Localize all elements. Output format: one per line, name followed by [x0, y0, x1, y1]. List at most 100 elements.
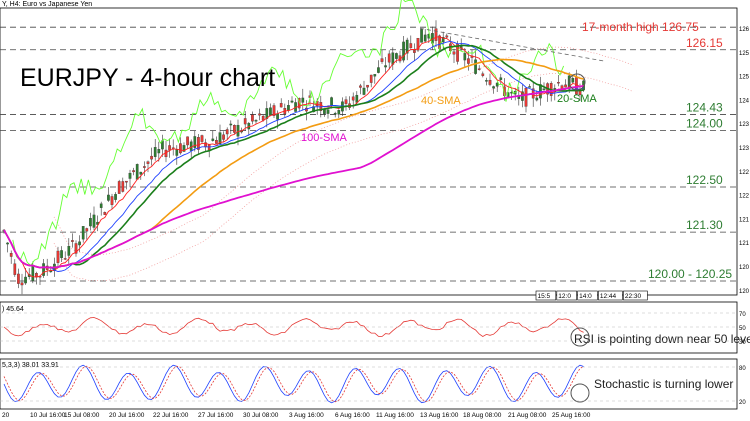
- candle-body: [362, 87, 366, 95]
- cloud-upper: [53, 46, 634, 255]
- sma100-label: 100-SMA: [301, 132, 348, 144]
- candle-body: [333, 112, 337, 115]
- level-label: 124.43: [686, 100, 723, 114]
- x-tick-label: 20 Jul 16:00: [109, 412, 145, 419]
- candle-body: [107, 194, 110, 201]
- rsi-highlight-circle: [570, 327, 590, 347]
- rsi-tick-label: 50: [739, 326, 746, 332]
- level-label: 126.15: [686, 36, 723, 50]
- candle-body: [359, 85, 362, 88]
- time-box-label: 12:44: [600, 293, 617, 300]
- tenkan-line: [3, 36, 584, 278]
- candle-body: [114, 194, 117, 200]
- candle-body: [225, 129, 229, 135]
- candle-body: [326, 109, 330, 114]
- candle-body: [380, 58, 384, 62]
- rsi-note: RSI is pointing down near 50 level: [574, 332, 750, 346]
- candle-body: [74, 243, 78, 254]
- y-tick-label: 126: [739, 27, 750, 33]
- candle-body: [323, 109, 326, 114]
- x-tick-label: 20: [2, 412, 10, 419]
- sma40-label: 40-SMA: [421, 95, 461, 107]
- candle-body: [189, 141, 193, 151]
- x-tick-label: 3 Aug 16:00: [289, 412, 324, 419]
- candle-body: [287, 105, 290, 111]
- y-tick-label: 123: [739, 122, 750, 128]
- candle-body: [110, 196, 114, 205]
- level-label: 124.00: [686, 117, 723, 131]
- sma20-line: [3, 44, 584, 269]
- x-tick-label: 30 Jul 08:00: [243, 412, 279, 419]
- time-box-label: 22:30: [625, 293, 642, 300]
- time-box: [598, 290, 623, 301]
- candle-body: [405, 39, 409, 54]
- candle-body: [139, 171, 143, 175]
- x-tick-label: 13 Aug 16:00: [420, 412, 459, 419]
- x-tick-label: 27 Jul 16:00: [198, 412, 234, 419]
- stoch-tick-label: 80: [739, 366, 746, 372]
- candle-body: [233, 125, 236, 133]
- time-box: [556, 290, 577, 301]
- y-tick-label: 120: [739, 265, 750, 271]
- candle-body: [81, 226, 85, 240]
- rsi-tick-label: 70: [739, 312, 746, 318]
- stoch-panel-frame: [0, 358, 738, 410]
- candle-body: [146, 161, 150, 164]
- candle-body: [441, 37, 445, 43]
- level-label: 121.30: [686, 218, 723, 232]
- candle-body: [474, 59, 477, 74]
- candle-body: [63, 258, 67, 260]
- cloud-lower: [53, 73, 634, 282]
- x-tick-label: 11 Aug 16:00: [376, 412, 414, 419]
- price-panel-frame: [0, 7, 738, 296]
- candle-body: [197, 137, 200, 150]
- candle-body: [416, 37, 420, 51]
- candle-body: [182, 145, 186, 152]
- candle-body: [153, 147, 157, 157]
- candle-body: [71, 240, 74, 242]
- candle-body: [420, 29, 423, 43]
- candle-body: [276, 113, 279, 120]
- candle-body: [488, 79, 492, 85]
- sma20-label: 20-SMA: [557, 93, 597, 105]
- stoch-tick-label: 20: [739, 400, 746, 406]
- candle-body: [243, 118, 247, 125]
- time-box: [535, 290, 557, 301]
- candle-body: [128, 172, 132, 179]
- candle-body: [524, 87, 528, 107]
- chikou-line: [12, 0, 565, 267]
- candle-body: [330, 97, 333, 106]
- candle-body: [499, 77, 503, 80]
- candle-body: [168, 145, 171, 151]
- candle-body: [222, 134, 225, 140]
- candle-body: [207, 144, 211, 151]
- candle-body: [387, 53, 391, 63]
- candle-body: [143, 166, 146, 168]
- candle-body: [13, 263, 17, 275]
- level-label: 122.50: [686, 173, 723, 187]
- candle-body: [67, 246, 71, 256]
- x-tick-label: 18 Aug 08:00: [463, 412, 502, 419]
- x-tick-label: 22 Jul 16:00: [153, 412, 189, 419]
- candle-body: [344, 99, 348, 104]
- time-box-label: 15:5: [538, 293, 551, 300]
- candle-body: [434, 28, 438, 41]
- candle-body: [445, 35, 449, 38]
- candle-body: [384, 65, 387, 68]
- ichimoku-cloud: [53, 46, 634, 282]
- y-tick-label: 121: [739, 241, 750, 247]
- x-tick-label: 25 Aug 16:00: [552, 412, 591, 419]
- candle-body: [200, 135, 204, 142]
- candle-body: [175, 149, 179, 156]
- time-box: [577, 290, 598, 301]
- stoch-header: 5,3,3) 38.01 33.91: [2, 362, 59, 369]
- candle-body: [452, 51, 456, 55]
- main-title: EURJPY - 4-hour chart: [20, 64, 275, 92]
- candle-body: [78, 241, 81, 246]
- candle-body: [301, 97, 305, 103]
- candle-body: [492, 86, 495, 89]
- symbol-title: Y, H4: Euro vs Japanese Yen: [2, 1, 92, 8]
- candle-body: [377, 67, 380, 73]
- candle-body: [42, 263, 45, 276]
